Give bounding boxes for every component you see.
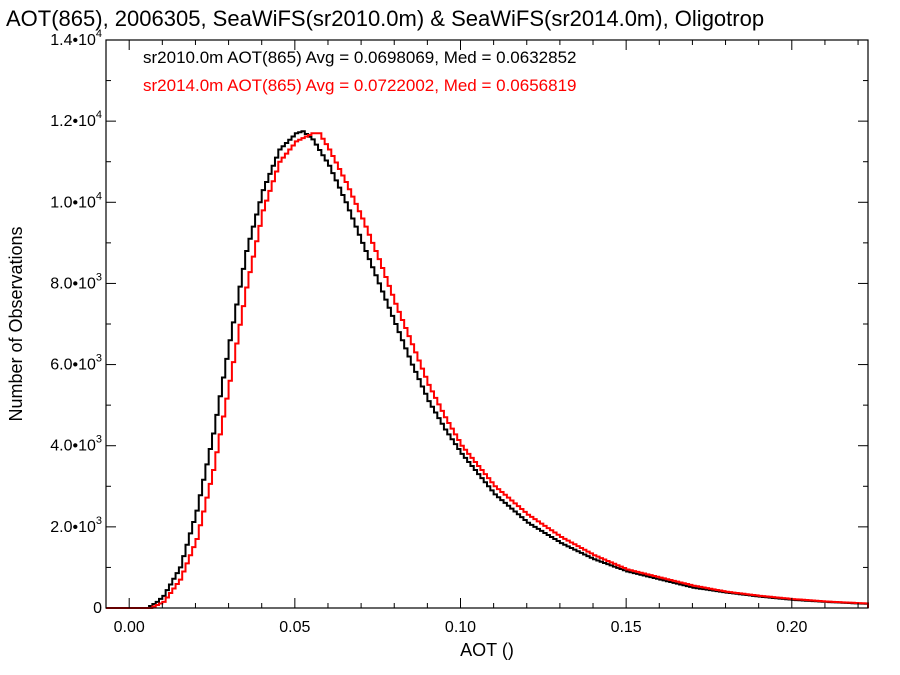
series-line-sr2010: [106, 130, 869, 609]
x-tick-label: 0.20: [776, 619, 807, 636]
x-tick-label: 0.00: [114, 619, 145, 636]
x-axis-label: AOT (): [460, 640, 514, 660]
x-tick-label: 0.15: [611, 619, 642, 636]
x-tick-label: 0.05: [279, 619, 310, 636]
x-tick-label: 0.10: [445, 619, 476, 636]
y-tick-label: 6.0•103: [50, 353, 102, 374]
y-tick-label: 0: [93, 600, 102, 617]
chart-title: AOT(865), 2006305, SeaWiFS(sr2010.0m) & …: [6, 6, 764, 31]
plot-frame: [105, 39, 869, 609]
y-tick-label: 1.4•104: [50, 28, 102, 49]
y-tick-label: 1.2•104: [50, 109, 102, 130]
series-layer: [106, 130, 869, 609]
series-line-sr2014: [106, 132, 869, 609]
legend-entry-sr2014: sr2014.0m AOT(865) Avg = 0.0722002, Med …: [143, 76, 577, 95]
x-axis: 0.00 0.05 0.10 0.15 0.20: [114, 40, 859, 636]
legend-entry-sr2010: sr2010.0m AOT(865) Avg = 0.0698069, Med …: [143, 48, 577, 67]
y-axis-label: Number of Observations: [6, 226, 26, 421]
y-tick-label: 4.0•103: [50, 434, 102, 455]
y-tick-label: 1.0•104: [50, 190, 102, 211]
y-tick-label: 8.0•103: [50, 271, 102, 292]
y-axis: 0 2.0•103 4.0•103 6.0•103 8.0•103 1.0•104 1.2•…: [50, 28, 868, 617]
y-tick-label: 2.0•103: [50, 515, 102, 536]
